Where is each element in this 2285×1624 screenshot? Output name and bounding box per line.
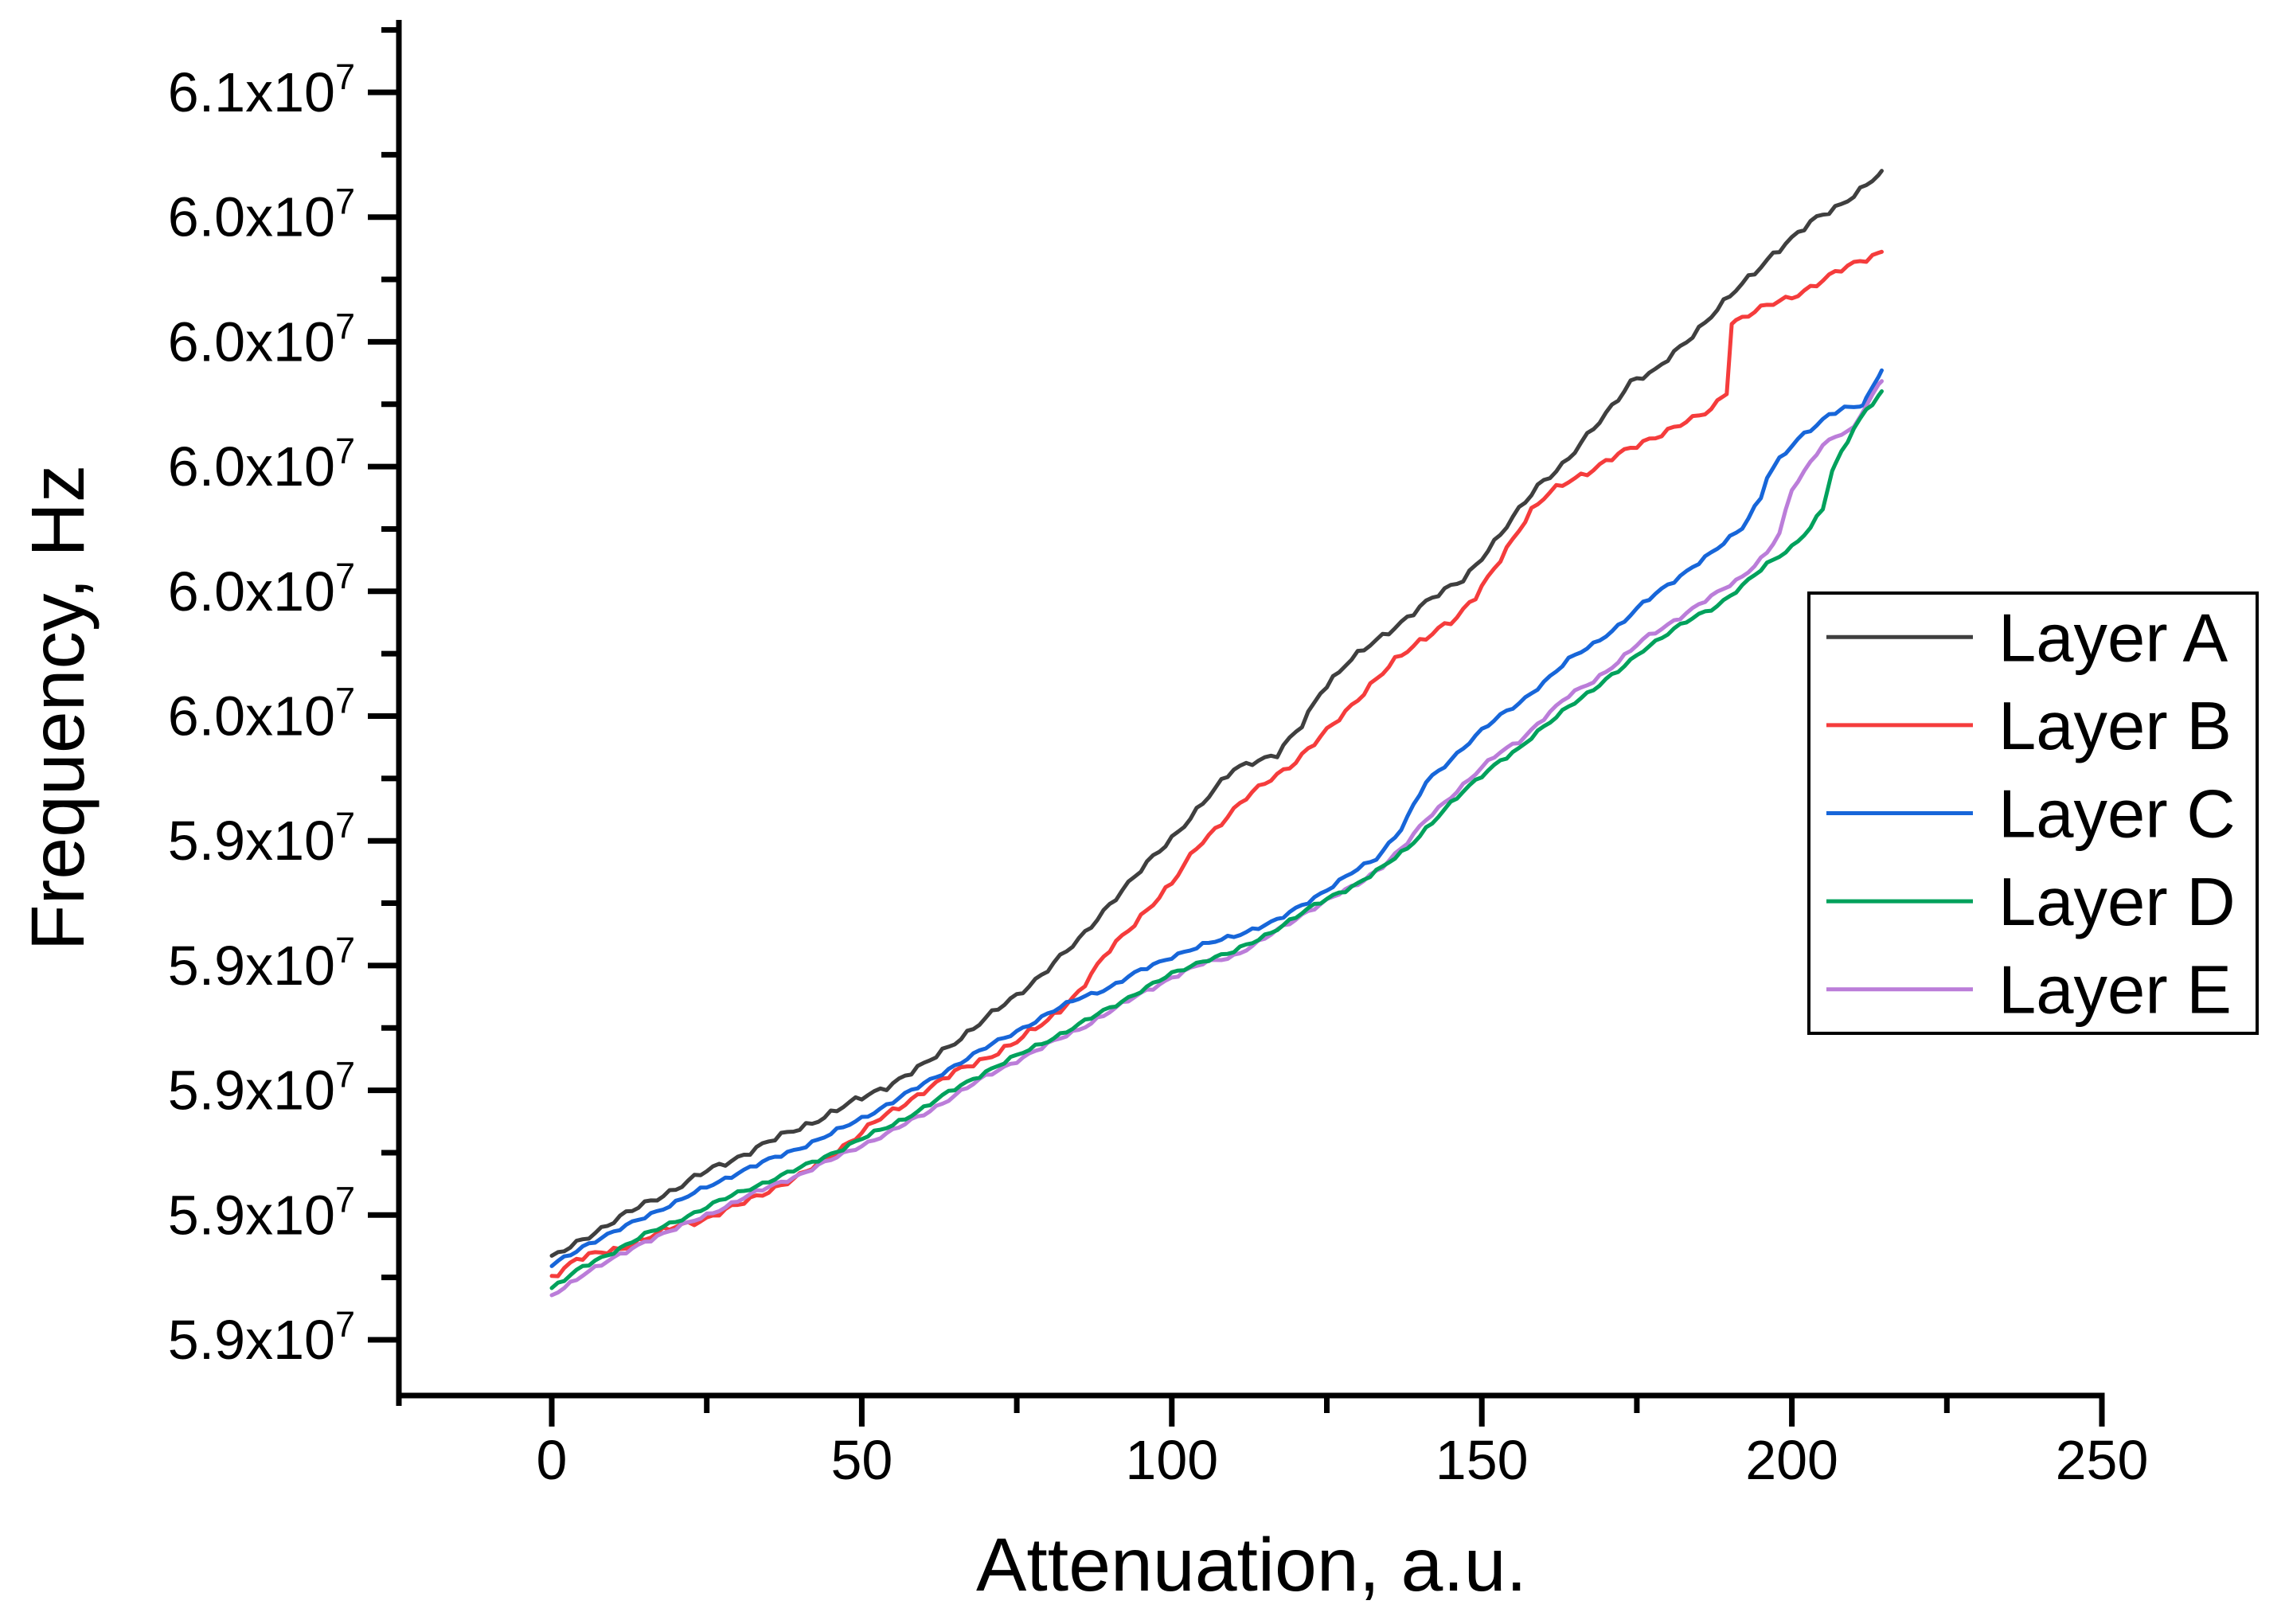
y-axis-ticks: 6.1x107 6.0x107 6.0x107 6.0x107 6.0x107 6.0x1…	[168, 27, 399, 1371]
curve-layer-e	[549, 379, 1884, 1298]
curve-layer-c	[549, 368, 1884, 1268]
x-tick-label: 0	[537, 1429, 568, 1491]
y-axis-title: Frequency, Hz	[16, 465, 100, 951]
legend-label: Layer B	[1998, 689, 2232, 764]
curves	[549, 169, 1884, 1298]
y-tick-label: 6.0x107	[168, 431, 355, 498]
x-tick-label: 50	[830, 1429, 893, 1491]
x-tick-label: 200	[1745, 1429, 1838, 1491]
legend-label: Layer D	[1998, 865, 2236, 940]
x-axis-ticks: 0 50 100 150 200 250	[537, 1396, 2149, 1491]
y-tick-label: 6.0x107	[168, 182, 355, 248]
y-tick-label: 6.0x107	[168, 556, 355, 623]
legend-item: Layer B	[1826, 689, 2232, 764]
axes	[396, 20, 2105, 1406]
legend-item: Layer D	[1826, 865, 2236, 940]
legend-label: Layer A	[1998, 600, 2228, 676]
y-tick-label: 6.0x107	[168, 306, 355, 373]
y-tick-label: 5.9x107	[168, 1304, 355, 1371]
x-tick-label: 100	[1125, 1429, 1218, 1491]
legend-item: Layer E	[1826, 953, 2232, 1029]
legend-item: Layer A	[1826, 600, 2228, 676]
x-tick-label: 150	[1435, 1429, 1529, 1491]
x-axis-title: Attenuation, a.u.	[976, 1523, 1527, 1607]
x-tick-label: 250	[2056, 1429, 2149, 1491]
curve-layer-d	[549, 389, 1884, 1290]
legend-item: Layer C	[1826, 777, 2236, 853]
curve-layer-b	[549, 249, 1884, 1279]
legend: Layer A Layer B Layer C Layer D Layer E	[1807, 591, 2259, 1035]
y-tick-label: 6.0x107	[168, 681, 355, 748]
curve-layer-a	[549, 169, 1884, 1258]
y-tick-label: 5.9x107	[168, 930, 355, 997]
y-tick-label: 5.9x107	[168, 805, 355, 872]
y-tick-label: 5.9x107	[168, 1055, 355, 1122]
y-tick-label: 6.1x107	[168, 57, 355, 123]
y-tick-label: 5.9x107	[168, 1179, 355, 1246]
legend-label: Layer E	[1998, 953, 2232, 1029]
legend-label: Layer C	[1998, 777, 2236, 853]
